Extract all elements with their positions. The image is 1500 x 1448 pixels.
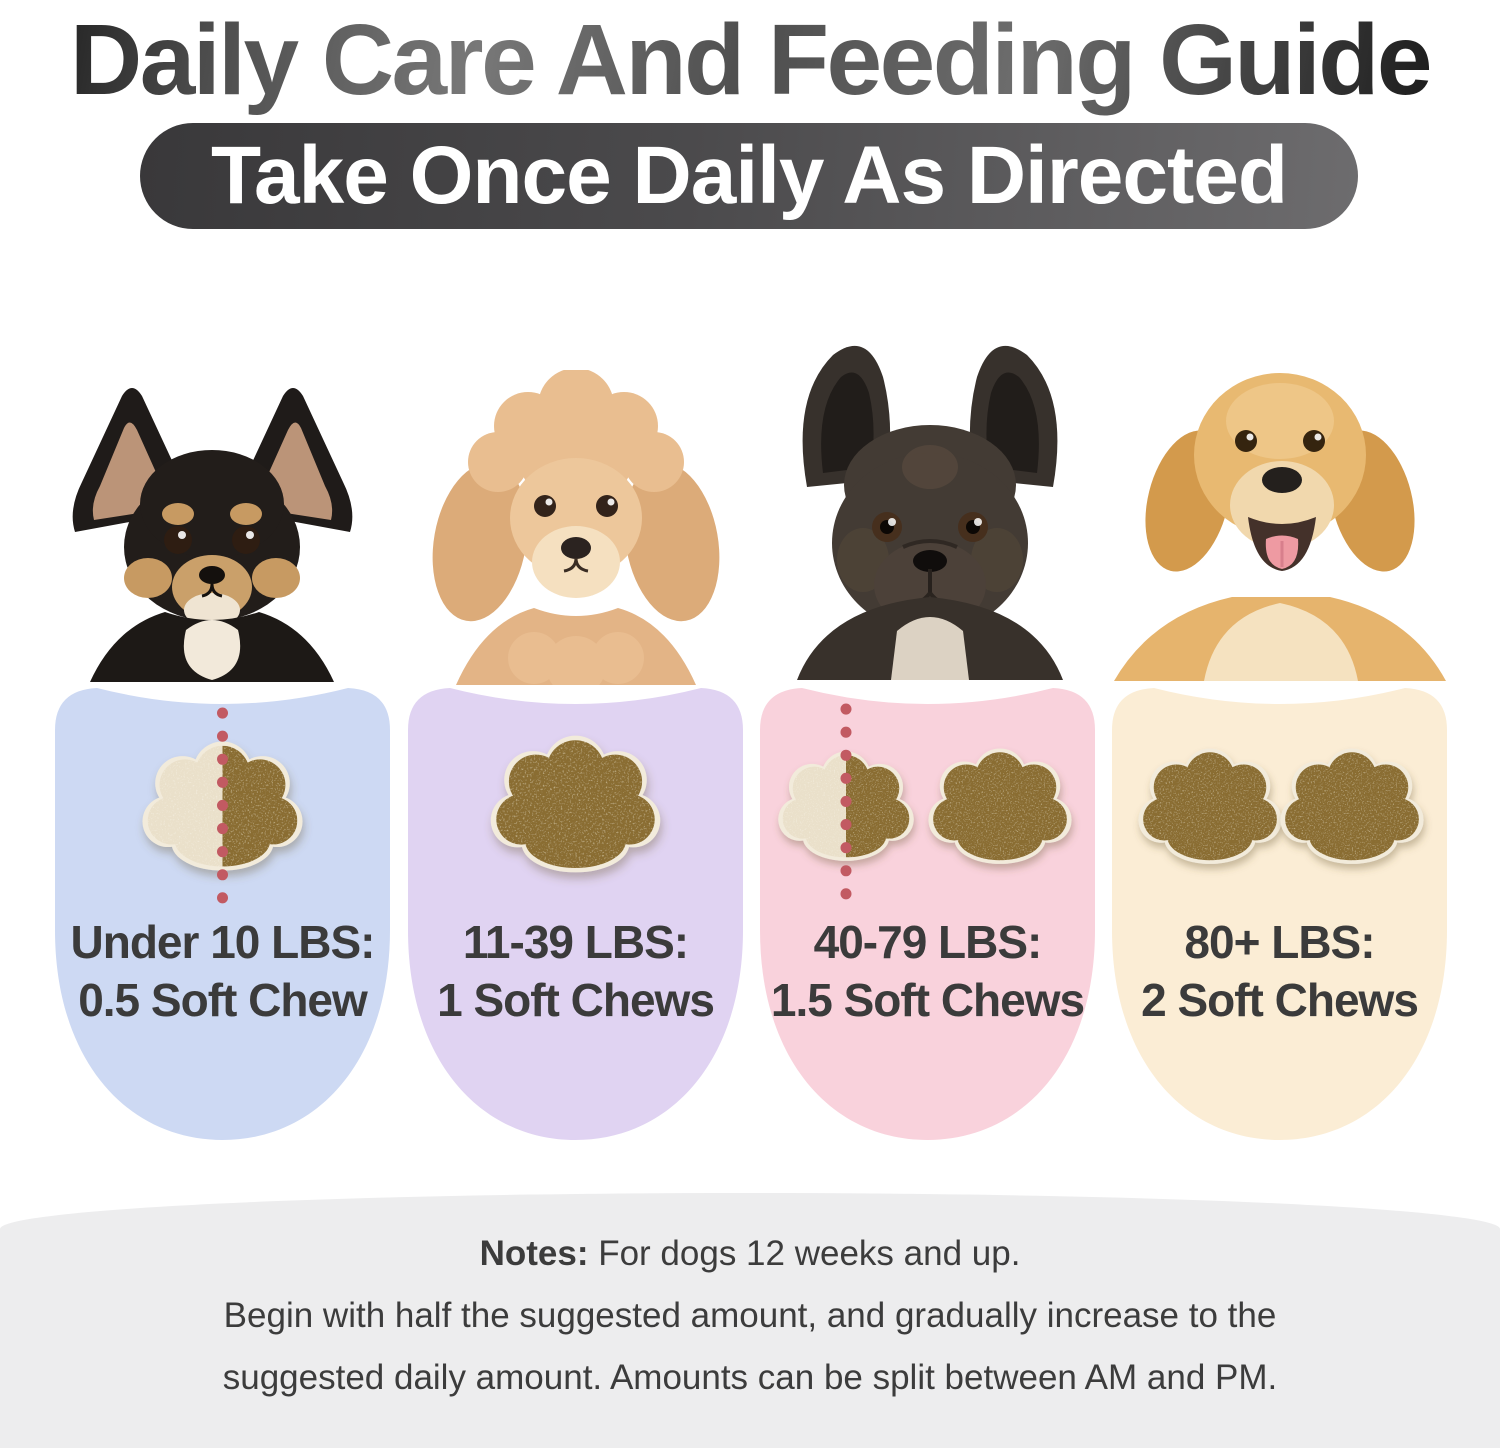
dose-amount-label: 2 Soft Chews bbox=[1141, 973, 1419, 1026]
dose-text: 80+ LBS: 2 Soft Chews bbox=[1102, 914, 1457, 1029]
card-background bbox=[55, 688, 390, 1140]
dose-amount-label: 1.5 Soft Chews bbox=[770, 973, 1085, 1026]
notes-label: Notes: bbox=[479, 1234, 589, 1273]
dose-text: 11-39 LBS: 1 Soft Chews bbox=[398, 914, 753, 1029]
dose-text: 40-79 LBS: 1.5 Soft Chews bbox=[750, 914, 1105, 1029]
dog-photo-golden-retriever bbox=[1114, 373, 1446, 681]
notes-panel: Notes: For dogs 12 weeks and up. Begin w… bbox=[0, 1193, 1500, 1448]
dose-text: Under 10 LBS: 0.5 Soft Chew bbox=[45, 914, 400, 1029]
notes-line-3: suggested daily amount. Amounts can be s… bbox=[222, 1358, 1278, 1397]
half-chew-icon bbox=[142, 707, 303, 909]
notes-line-1: Notes: For dogs 12 weeks and up. bbox=[479, 1234, 1021, 1273]
dosage-banner: Take Once Daily As Directed bbox=[140, 123, 1358, 229]
dosage-banner-text: Take Once Daily As Directed bbox=[211, 130, 1288, 221]
dog-photo-chihuahua bbox=[72, 388, 353, 682]
dose-card-under-10lbs: Under 10 LBS: 0.5 Soft Chew bbox=[55, 330, 390, 1142]
weight-range-label: Under 10 LBS: bbox=[70, 916, 376, 968]
one-and-half-chew-icon bbox=[778, 703, 1072, 911]
weight-range-label: 40-79 LBS: bbox=[813, 916, 1043, 968]
weight-range-label: 80+ LBS: bbox=[1184, 916, 1375, 968]
two-chews-icon bbox=[1138, 748, 1424, 864]
dose-amount-label: 0.5 Soft Chew bbox=[78, 973, 368, 1026]
notes-line-2: Begin with half the suggested amount, an… bbox=[223, 1296, 1277, 1335]
dose-card-40-79lbs: 40-79 LBS: 1.5 Soft Chews bbox=[760, 330, 1095, 1142]
weight-range-label: 11-39 LBS: bbox=[462, 916, 689, 968]
dose-amount-label: 1 Soft Chews bbox=[437, 973, 715, 1026]
card-background bbox=[408, 688, 743, 1140]
dog-photo-poodle bbox=[432, 370, 720, 685]
dose-card-11-39lbs: 11-39 LBS: 1 Soft Chews bbox=[408, 330, 743, 1142]
dose-card-80plus-lbs: 80+ LBS: 2 Soft Chews bbox=[1112, 330, 1447, 1142]
paw-chew-icon bbox=[490, 735, 661, 873]
page-title: Daily Care And Feeding Guide bbox=[0, 2, 1500, 118]
dog-photo-french-bulldog bbox=[797, 345, 1063, 680]
